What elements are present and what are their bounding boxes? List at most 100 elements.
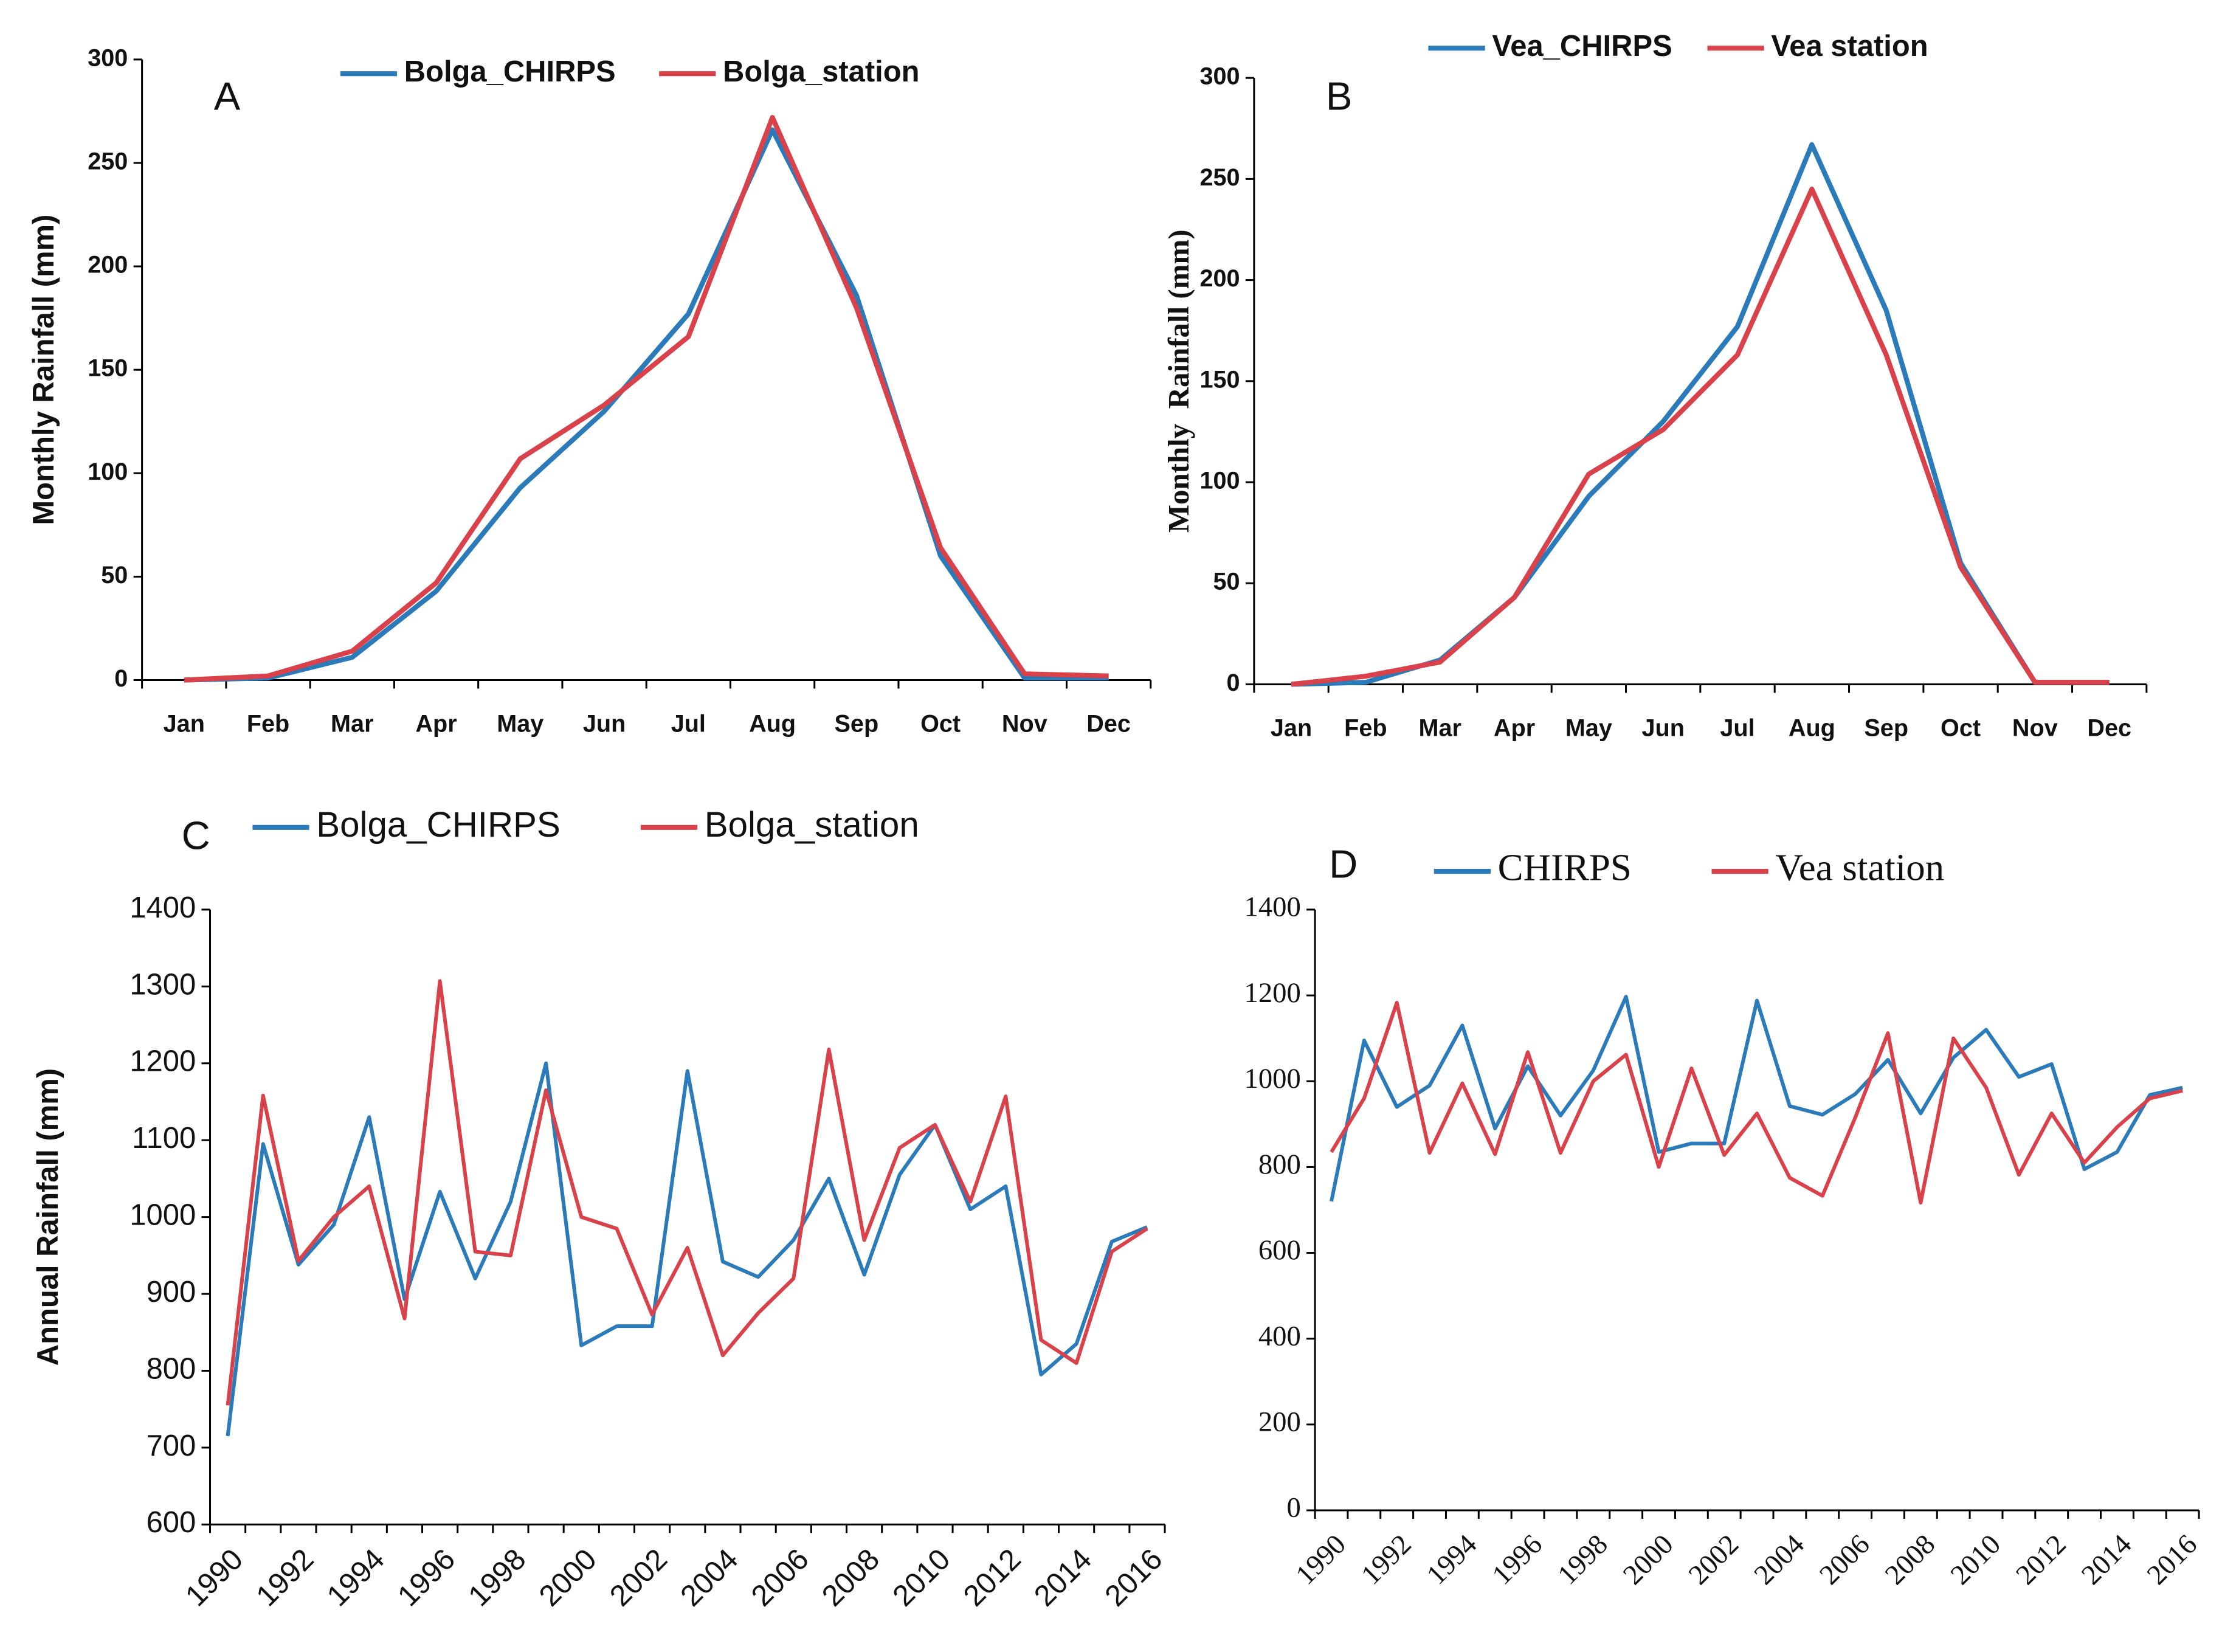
y-axis-title: Monthly Rainfall (mm) [1162, 229, 1195, 533]
y-tick-label: 1000 [1244, 1063, 1301, 1094]
y-tick-label: 150 [1199, 366, 1240, 393]
x-tick-label: 2006 [745, 1543, 815, 1612]
x-tick-label: 1998 [462, 1543, 532, 1612]
x-tick-label: 1990 [1289, 1529, 1352, 1591]
y-tick-label: 900 [147, 1276, 196, 1308]
x-tick-label: Feb [1344, 715, 1387, 742]
x-tick-label: 2014 [2075, 1529, 2138, 1591]
x-tick-label: 2014 [1028, 1543, 1098, 1612]
y-tick-label: 0 [1227, 669, 1240, 696]
x-tick-label: Mar [331, 711, 373, 738]
y-tick-label: 50 [1213, 569, 1240, 595]
x-tick-label: Jun [1641, 715, 1684, 742]
x-tick-label: Jan [164, 711, 205, 738]
x-tick-label: Apr [415, 711, 457, 738]
x-tick-label: Mar [1418, 715, 1461, 742]
y-tick-label: 1300 [129, 968, 196, 1001]
y-tick-label: 400 [1258, 1320, 1301, 1352]
x-tick-label: Jul [671, 711, 706, 738]
x-tick-label: 2002 [1683, 1529, 1745, 1591]
x-tick-label: 2008 [1879, 1529, 1942, 1591]
x-tick-label: 2004 [1748, 1529, 1810, 1591]
y-tick-label: 1200 [1244, 977, 1301, 1009]
legend-label: Bolga_CHIRPS [316, 805, 560, 845]
x-tick-label: Sep [1864, 715, 1908, 742]
x-tick-label: Jul [1720, 715, 1754, 742]
x-tick-label: Aug [1789, 715, 1835, 742]
x-tick-label: 1998 [1551, 1529, 1614, 1591]
legend-label: Vea station [1771, 30, 1928, 63]
x-tick-label: Feb [247, 711, 289, 738]
y-tick-label: 1400 [129, 891, 196, 924]
series-line [226, 979, 1148, 1406]
x-tick-label: 2002 [604, 1543, 674, 1612]
series-line [184, 115, 1109, 683]
x-tick-label: Sep [835, 711, 879, 738]
y-tick-label: 250 [1199, 164, 1240, 191]
x-tick-label: 2000 [533, 1543, 603, 1612]
y-tick-label: 600 [1258, 1234, 1301, 1266]
x-tick-label: Jun [583, 711, 626, 738]
x-tick-label: 1992 [1355, 1529, 1418, 1591]
x-tick-label: Jan [1271, 715, 1312, 742]
x-tick-label: May [1565, 715, 1612, 742]
x-tick-label: 1996 [1486, 1529, 1548, 1591]
legend-label: Bolga_station [705, 805, 919, 845]
y-tick-label: 1200 [129, 1045, 196, 1078]
x-tick-label: 1992 [250, 1543, 320, 1612]
y-tick-label: 300 [88, 44, 128, 71]
x-tick-label: Nov [1002, 711, 1047, 738]
x-tick-label: Oct [920, 711, 961, 738]
x-tick-label: Nov [2012, 715, 2058, 742]
y-axis-title: Annual Rainfall (mm) [32, 1068, 64, 1366]
y-tick-label: 50 [101, 562, 128, 589]
y-tick-label: 800 [147, 1352, 196, 1385]
legend-label: CHIRPS [1498, 846, 1632, 889]
y-tick-label: 200 [1258, 1406, 1301, 1438]
y-tick-label: 100 [88, 458, 128, 485]
x-tick-label: 2008 [816, 1543, 886, 1612]
y-tick-label: 250 [88, 148, 128, 175]
panel-label: A [214, 74, 241, 118]
x-tick-label: 2000 [1617, 1529, 1680, 1591]
series-line [184, 127, 1109, 683]
y-tick-label: 600 [147, 1506, 196, 1539]
y-tick-label: 100 [1199, 468, 1240, 494]
x-tick-label: Dec [2087, 715, 2131, 742]
series-line [226, 1061, 1148, 1437]
x-tick-label: 1996 [392, 1543, 461, 1612]
x-tick-label: 2010 [886, 1543, 956, 1612]
x-tick-label: 2016 [2141, 1529, 2203, 1591]
series-line [1330, 1001, 2183, 1205]
x-tick-label: Oct [1941, 715, 1981, 742]
x-tick-label: 1994 [1421, 1529, 1483, 1591]
y-tick-label: 150 [88, 355, 128, 382]
x-tick-label: 1994 [321, 1543, 391, 1612]
series-line [1330, 995, 2183, 1202]
legend-label: Bolga_CHIRPS [404, 55, 616, 88]
y-tick-label: 300 [1199, 63, 1240, 90]
panel-label: C [182, 814, 210, 858]
y-axis-title: Monthly Rainfall (mm) [27, 215, 60, 525]
y-tick-label: 700 [147, 1429, 196, 1462]
y-tick-label: 1000 [129, 1199, 196, 1232]
y-tick-label: 800 [1258, 1149, 1301, 1180]
x-tick-label: Apr [1494, 715, 1535, 742]
x-tick-label: 2012 [2010, 1529, 2072, 1591]
x-tick-label: 1990 [179, 1543, 249, 1612]
panel-label: D [1329, 842, 1358, 886]
x-tick-label: 2010 [1944, 1529, 2007, 1591]
y-tick-label: 200 [1199, 265, 1240, 292]
x-tick-label: 2004 [674, 1543, 744, 1612]
panel-label: B [1326, 74, 1353, 118]
y-tick-label: 0 [1286, 1492, 1300, 1524]
series-line [1291, 186, 2110, 687]
legend-label: Bolga_station [723, 55, 919, 88]
x-tick-label: Dec [1086, 711, 1131, 738]
x-tick-label: 2016 [1099, 1543, 1168, 1612]
legend-label: Vea station [1775, 846, 1944, 889]
x-tick-label: 2006 [1813, 1529, 1876, 1591]
x-tick-label: Aug [749, 711, 796, 738]
y-tick-label: 200 [88, 252, 128, 278]
